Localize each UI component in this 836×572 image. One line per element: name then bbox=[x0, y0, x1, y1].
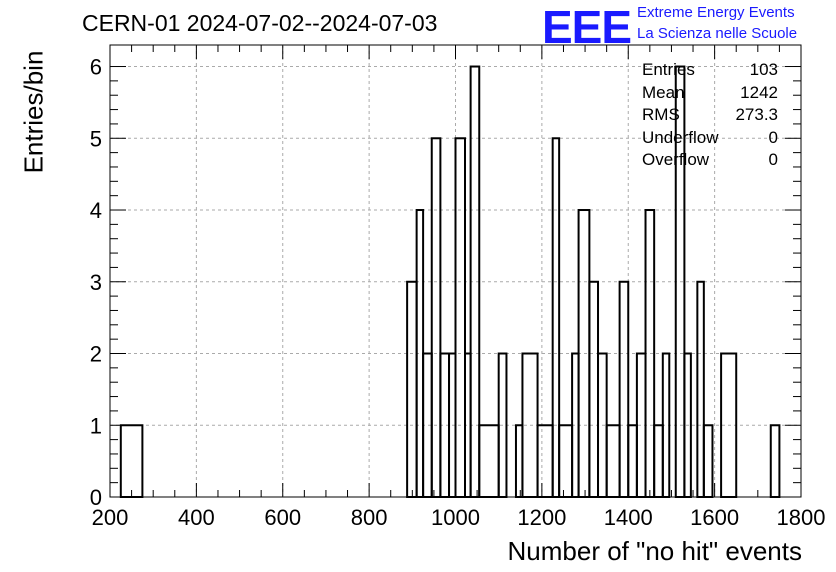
histogram-bin bbox=[497, 352, 508, 498]
x-tick-label: 1800 bbox=[777, 505, 826, 530]
stat-value: 103 bbox=[749, 60, 778, 79]
histogram-bin bbox=[119, 424, 144, 498]
y-tick-label: 4 bbox=[90, 198, 102, 223]
stat-name: Entries bbox=[642, 60, 695, 79]
y-tick-label: 0 bbox=[90, 485, 102, 510]
stat-value: 0 bbox=[768, 127, 778, 147]
histogram-bin bbox=[454, 137, 467, 498]
chart-title: CERN-01 2024-07-02--2024-07-03 bbox=[82, 10, 438, 36]
y-tick-label: 5 bbox=[90, 126, 102, 151]
stats-row-entries: Entries 103 bbox=[642, 60, 782, 83]
stats-box: Entries 103 Mean 1242 RMS 273.3 Underflo… bbox=[642, 60, 782, 173]
histogram-bin bbox=[605, 424, 621, 498]
histogram-bin bbox=[644, 209, 656, 498]
x-tick-label: 800 bbox=[351, 505, 388, 530]
histogram-bin bbox=[696, 280, 705, 498]
y-axis-label: Entries/bin bbox=[18, 50, 49, 174]
x-tick-label: 1600 bbox=[690, 505, 739, 530]
histogram-bin bbox=[478, 424, 500, 498]
stats-row-overflow: Overflow 0 bbox=[642, 150, 782, 173]
stat-value: 273.3 bbox=[735, 105, 778, 124]
stat-value: 0 bbox=[768, 150, 778, 169]
histogram-bin bbox=[430, 137, 442, 498]
stat-name: Underflow bbox=[642, 127, 719, 147]
histogram-bin bbox=[653, 424, 664, 498]
histogram-bin bbox=[536, 424, 554, 498]
x-tick-label: 400 bbox=[178, 505, 215, 530]
y-tick-label: 1 bbox=[90, 413, 102, 438]
stat-name: Overflow bbox=[642, 150, 710, 169]
histogram-bin bbox=[406, 280, 418, 498]
x-axis-label: Number of "no hit" events bbox=[507, 536, 803, 566]
histogram-bin bbox=[588, 280, 600, 498]
histogram-bin bbox=[627, 424, 638, 498]
x-tick-label: 200 bbox=[92, 505, 129, 530]
stats-row-underflow: Underflow 0 bbox=[642, 128, 782, 151]
histogram-bin bbox=[674, 65, 686, 499]
stat-name: Mean bbox=[642, 82, 685, 102]
histogram-bin bbox=[469, 65, 481, 499]
stats-row-mean: Mean 1242 bbox=[642, 83, 782, 106]
y-tick-label: 3 bbox=[90, 270, 102, 295]
histogram-bin bbox=[683, 352, 692, 498]
y-tick-label: 2 bbox=[90, 342, 102, 367]
histogram-bin bbox=[769, 424, 781, 498]
histogram-bin bbox=[551, 137, 561, 498]
logo-tagline-english: Extreme Energy Events bbox=[637, 4, 795, 21]
histogram-bin bbox=[720, 352, 738, 498]
logo-tagline-italian: La Scienza nelle Scuole bbox=[637, 25, 798, 42]
stat-value: 1242 bbox=[740, 82, 778, 102]
histogram-bin bbox=[702, 424, 714, 498]
histogram-bin bbox=[558, 424, 574, 498]
eee-logo: EEE bbox=[542, 1, 632, 53]
x-tick-label: 600 bbox=[264, 505, 301, 530]
x-tick-label: 1400 bbox=[604, 505, 653, 530]
x-tick-label: 1000 bbox=[431, 505, 480, 530]
histogram-bin bbox=[618, 280, 630, 498]
histogram-bin bbox=[661, 352, 671, 498]
stats-row-rms: RMS 273.3 bbox=[642, 105, 782, 128]
stat-name: RMS bbox=[642, 105, 680, 124]
y-tick-label: 6 bbox=[90, 55, 102, 80]
x-tick-label: 1200 bbox=[517, 505, 566, 530]
